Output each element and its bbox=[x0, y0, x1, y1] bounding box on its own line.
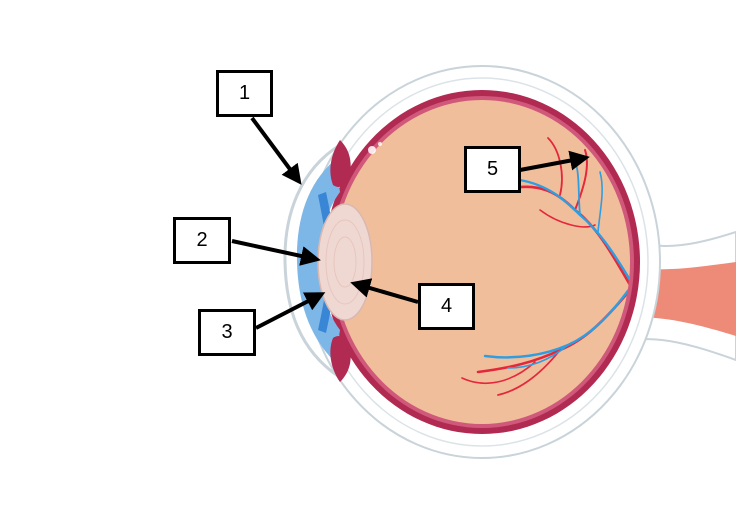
label-2-text: 2 bbox=[196, 229, 208, 251]
arrow-2 bbox=[231, 239, 321, 266]
label-box-2: 2 bbox=[173, 217, 231, 264]
lens-inner bbox=[325, 219, 365, 305]
label-4-text: 4 bbox=[440, 295, 453, 317]
vitreous-body bbox=[334, 100, 630, 424]
vein-upper-branch2 bbox=[597, 171, 603, 233]
label-1-text: 1 bbox=[238, 82, 251, 104]
label-box-3: 3 bbox=[198, 309, 256, 356]
eye-highlight-small bbox=[378, 142, 382, 146]
label-5-text: 5 bbox=[486, 158, 499, 180]
artery-lower-branch2 bbox=[461, 361, 536, 385]
arrow-4 bbox=[350, 278, 419, 304]
arrow-3 bbox=[255, 292, 326, 330]
label-3-text: 3 bbox=[221, 321, 233, 343]
ciliary-body-upper bbox=[330, 140, 351, 187]
ciliary-body-lower bbox=[330, 336, 351, 382]
cornea bbox=[283, 143, 341, 378]
lens-core bbox=[333, 236, 357, 288]
label-box-5: 5 bbox=[464, 146, 521, 193]
eye-highlight bbox=[368, 146, 376, 154]
label-box-1: 1 bbox=[216, 70, 273, 117]
label-box-4: 4 bbox=[418, 283, 475, 330]
arrow-1 bbox=[250, 116, 302, 185]
artery-lower-branch bbox=[497, 349, 561, 396]
arrow-5 bbox=[519, 150, 590, 172]
vein-lower-branch bbox=[507, 344, 569, 369]
